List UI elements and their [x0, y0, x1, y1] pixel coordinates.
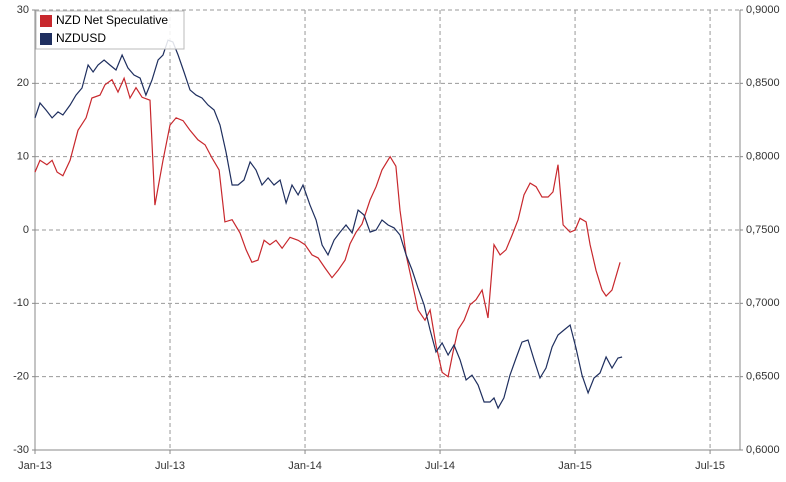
x-tick-label: Jan-13 — [18, 460, 52, 472]
y2-tick-label: 0,6500 — [746, 371, 780, 383]
y2-tick-label: 0,6000 — [746, 444, 780, 456]
y2-tick-label: 0,7000 — [746, 297, 780, 309]
y-tick-label: 20 — [17, 77, 29, 89]
y2-tick-label: 0,8500 — [746, 77, 780, 89]
x-tick-label: Jul-14 — [425, 460, 455, 472]
y2-tick-label: 0,8000 — [746, 151, 780, 163]
x-tick-label: Jan-14 — [288, 460, 322, 472]
y-tick-label: -20 — [13, 371, 29, 383]
legend-swatch — [40, 33, 52, 45]
legend-swatch — [40, 15, 52, 27]
series-line — [34, 39, 623, 410]
y2-tick-label: 0,9000 — [746, 4, 780, 16]
legend-label: NZD Net Speculative — [56, 13, 168, 27]
y-tick-label: 10 — [17, 151, 29, 163]
y-tick-label: 30 — [17, 4, 29, 16]
legend: NZD Net Speculative NZDUSD — [35, 10, 185, 50]
x-tick-label: Jul-15 — [695, 460, 725, 472]
series-line — [34, 76, 621, 378]
y-tick-label: -10 — [13, 297, 29, 309]
x-tick-label: Jul-13 — [155, 460, 185, 472]
legend-box — [35, 10, 185, 50]
x-tick-label: Jan-15 — [558, 460, 592, 472]
legend-label: NZDUSD — [56, 31, 106, 45]
y-tick-label: -30 — [13, 444, 29, 456]
y2-tick-label: 0,7500 — [746, 224, 780, 236]
y-tick-label: 0 — [23, 224, 29, 236]
